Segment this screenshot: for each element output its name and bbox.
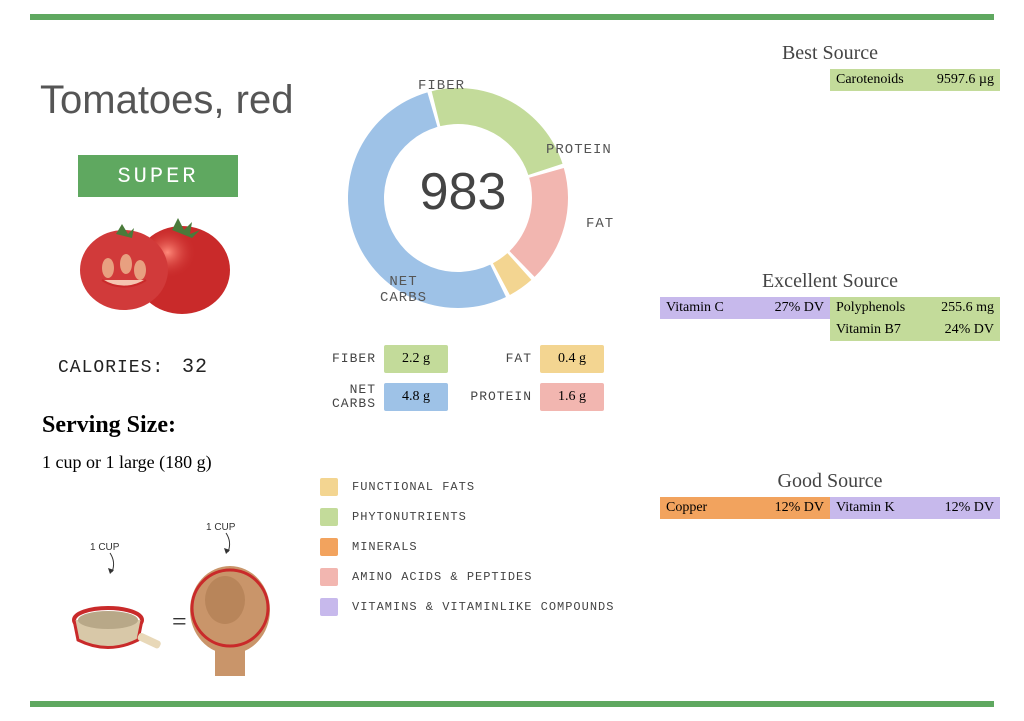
source-item: Polyphenols 255.6 mg: [830, 297, 1000, 319]
source-item-name: Copper: [666, 500, 707, 516]
macro-grid: FIBER 2.2 g FAT 0.4 g NETCARBS 4.8 g PROTEIN 1.…: [300, 345, 640, 412]
source-item: Copper 12% DV: [660, 497, 830, 519]
source-item-value: 24% DV: [945, 322, 994, 338]
source-item: [660, 69, 830, 91]
source-item: [660, 319, 830, 341]
best-source-title: Best Source: [660, 42, 1000, 65]
source-item: Vitamin C 27% DV: [660, 297, 830, 319]
calories-value: 32: [182, 356, 208, 379]
source-item-name: Vitamin B7: [836, 322, 901, 338]
legend-swatch: [320, 568, 338, 586]
source-item-value: 255.6 mg: [941, 300, 994, 316]
legend-swatch: [320, 538, 338, 556]
legend-row: FUNCTIONAL FATS: [320, 478, 614, 496]
legend-text: FUNCTIONAL FATS: [352, 480, 475, 494]
serving-size-text: 1 cup or 1 large (180 g): [42, 452, 212, 473]
donut-label-fat: FAT: [586, 216, 614, 232]
source-item-value: 9597.6 µg: [937, 72, 994, 88]
legend-row: VITAMINS & VITAMINLIKE COMPOUNDS: [320, 598, 614, 616]
macro-label: NETCARBS: [300, 383, 376, 412]
donut-chart: 983 FIBERPROTEINFATNETCARBS: [308, 42, 608, 342]
good-source-block: Good Source Copper 12% DV Vitamin K 12% DV: [660, 470, 1000, 519]
legend-text: MINERALS: [352, 540, 418, 554]
serving-illustration: 1 CUP = 1 CUP: [50, 490, 290, 680]
top-accent-bar: [30, 14, 994, 20]
calories-row: CALORIES: 32: [58, 356, 208, 379]
source-item-name: Polyphenols: [836, 300, 905, 316]
source-item-value: 27% DV: [775, 300, 824, 316]
calories-label: CALORIES:: [58, 358, 164, 378]
source-item-name: Vitamin C: [666, 300, 724, 316]
legend-swatch: [320, 598, 338, 616]
source-item-name: Carotenoids: [836, 72, 904, 88]
macro-label: FAT: [456, 352, 532, 366]
legend-row: MINERALS: [320, 538, 614, 556]
macro-chip: 4.8 g: [384, 383, 448, 411]
food-title: Tomatoes, red: [40, 78, 293, 123]
macro-label: FIBER: [300, 352, 376, 366]
excellent-source-block: Excellent Source Vitamin C 27% DV Polyphen…: [660, 270, 1000, 341]
bottom-accent-bar: [30, 701, 994, 707]
best-source-block: Best Source Carotenoids 9597.6 µg: [660, 42, 1000, 91]
macro-chip: 0.4 g: [540, 345, 604, 373]
donut-center-value: 983: [413, 162, 513, 222]
good-source-title: Good Source: [660, 470, 1000, 493]
donut-label-protein: PROTEIN: [546, 142, 612, 158]
legend-swatch: [320, 478, 338, 496]
legend-row: AMINO ACIDS & PEPTIDES: [320, 568, 614, 586]
legend-row: PHYTONUTRIENTS: [320, 508, 614, 526]
legend-text: AMINO ACIDS & PEPTIDES: [352, 570, 532, 584]
tomato-illustration: [52, 190, 252, 320]
serving-size-title: Serving Size:: [42, 412, 176, 439]
source-item-name: Vitamin K: [836, 500, 895, 516]
source-item: Carotenoids 9597.6 µg: [830, 69, 1000, 91]
source-item: Vitamin B7 24% DV: [830, 319, 1000, 341]
source-item: Vitamin K 12% DV: [830, 497, 1000, 519]
cup-label-left: 1 CUP: [90, 542, 120, 553]
legend-text: VITAMINS & VITAMINLIKE COMPOUNDS: [352, 600, 614, 614]
legend-text: PHYTONUTRIENTS: [352, 510, 467, 524]
source-item-value: 12% DV: [945, 500, 994, 516]
excellent-source-title: Excellent Source: [660, 270, 1000, 293]
donut-label-fiber: FIBER: [418, 78, 465, 94]
svg-text:=: =: [172, 607, 187, 636]
macro-label: PROTEIN: [456, 390, 532, 404]
donut-label-net-carbs: NETCARBS: [380, 274, 427, 306]
cup-label-right: 1 CUP: [206, 522, 236, 533]
macro-chip: 2.2 g: [384, 345, 448, 373]
source-item-value: 12% DV: [775, 500, 824, 516]
macro-chip: 1.6 g: [540, 383, 604, 411]
legend-swatch: [320, 508, 338, 526]
category-legend: FUNCTIONAL FATS PHYTONUTRIENTS MINERALS AMI…: [320, 478, 614, 628]
